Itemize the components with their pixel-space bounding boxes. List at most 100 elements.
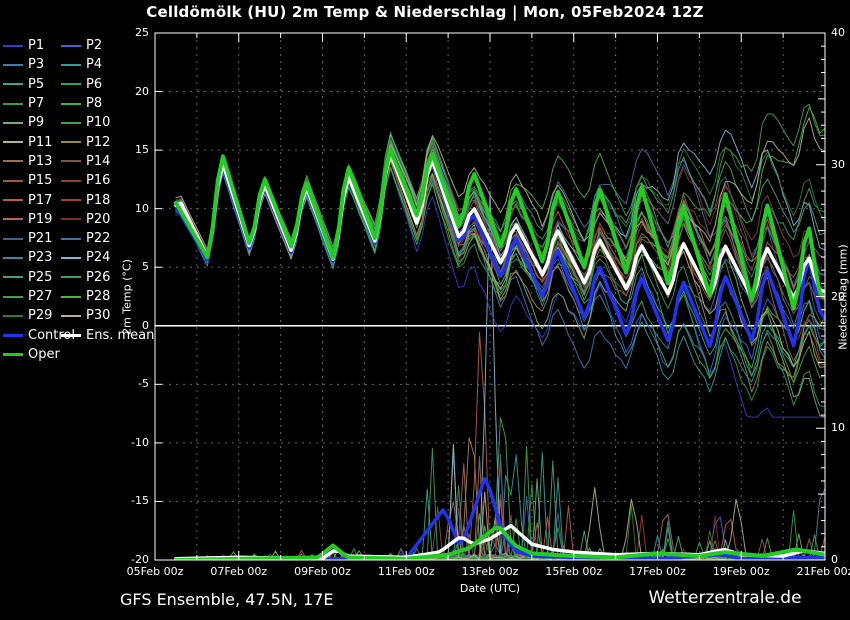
legend-item-p11: P11 xyxy=(3,132,61,151)
legend-item-p18: P18 xyxy=(61,190,153,209)
legend-label: P28 xyxy=(86,289,111,304)
legend-swatch-p11 xyxy=(3,141,23,144)
legend-item-p14: P14 xyxy=(61,152,153,171)
legend-label: Ens. mean xyxy=(86,327,155,343)
legend-label: P17 xyxy=(28,192,53,208)
legend-item-control: Control xyxy=(3,325,75,344)
legend-swatch-p10 xyxy=(61,121,81,124)
legend-swatch-p17 xyxy=(3,199,23,202)
x-tick-label: 05Feb 00z xyxy=(126,565,184,578)
legend-swatch-p22 xyxy=(61,237,81,240)
legend-swatch-p20 xyxy=(61,218,81,221)
legend-swatch-p4 xyxy=(61,63,81,66)
y-left-tick-label: 10 xyxy=(135,201,149,215)
legend-label: P23 xyxy=(28,250,53,266)
x-tick-label: 19Feb 00z xyxy=(712,565,770,578)
y-left-tick-label: 15 xyxy=(135,143,149,157)
legend-label: P24 xyxy=(86,250,111,266)
legend-label: P9 xyxy=(28,115,45,131)
temp-line-P21 xyxy=(175,139,825,332)
temp-line-oper xyxy=(173,148,825,311)
legend-item-p6: P6 xyxy=(61,75,153,94)
legend-item-p13: P13 xyxy=(3,152,61,171)
legend-item-p2: P2 xyxy=(61,36,153,55)
legend-item-p27: P27 xyxy=(3,287,61,306)
legend-label: P20 xyxy=(86,211,111,227)
legend-item-p1: P1 xyxy=(3,36,61,55)
legend-item-ens-mean: Ens. mean xyxy=(61,325,155,344)
y-left-tick-label: 0 xyxy=(142,318,149,332)
legend-label: P25 xyxy=(28,269,53,285)
x-tick-label: 21Feb 00z xyxy=(796,565,850,578)
legend-label: P26 xyxy=(86,269,111,285)
legend-item-p23: P23 xyxy=(3,248,61,267)
legend-label: P8 xyxy=(86,96,103,112)
legend-item-p30: P30 xyxy=(61,306,153,325)
legend-item-p12: P12 xyxy=(61,132,153,151)
legend-item-p19: P19 xyxy=(3,210,61,229)
temp-line-P28 xyxy=(175,106,825,255)
legend-item-oper: Oper xyxy=(3,345,61,364)
legend-swatch-p14 xyxy=(61,160,81,163)
x-axis-title: Date (UTC) xyxy=(459,582,521,595)
legend-swatch-p29 xyxy=(3,314,23,317)
legend-swatch-p24 xyxy=(61,256,81,259)
model-info-text: GFS Ensemble, 47.5N, 17E xyxy=(120,590,334,609)
legend-swatch-p8 xyxy=(61,102,81,105)
legend-item-p15: P15 xyxy=(3,171,61,190)
legend-label: P30 xyxy=(86,308,111,324)
y-left-tick-label: -10 xyxy=(131,435,149,449)
y-left-tick-label: 20 xyxy=(135,84,149,98)
legend: P1 P2 P3 P4 P5 P6 P7 P8 P9 P10 P11 P12 P13 P14 P15 P16 P… xyxy=(3,36,155,364)
legend-swatch-p15 xyxy=(3,179,23,182)
legend-label: P29 xyxy=(28,308,53,324)
legend-item-p21: P21 xyxy=(3,229,61,248)
precip-line-oper xyxy=(173,526,825,560)
legend-swatch-p26 xyxy=(61,276,81,279)
legend-label: P4 xyxy=(86,57,103,73)
legend-label: P22 xyxy=(86,231,111,247)
legend-label: P3 xyxy=(28,57,45,73)
y-right-tick-label: 20 xyxy=(831,289,845,303)
legend-item-p20: P20 xyxy=(61,210,153,229)
legend-swatch-p16 xyxy=(61,179,81,182)
legend-label: P15 xyxy=(28,173,53,189)
legend-label: P1 xyxy=(28,38,45,54)
y-right-tick-label: 0 xyxy=(831,553,838,566)
legend-item-p26: P26 xyxy=(61,268,153,287)
legend-swatch-p7 xyxy=(3,102,23,105)
y-left-tick-label: -20 xyxy=(131,553,149,566)
legend-item-p29: P29 xyxy=(3,306,61,325)
legend-item-p25: P25 xyxy=(3,268,61,287)
legend-label: P21 xyxy=(28,231,53,247)
legend-swatch-p1 xyxy=(3,44,23,47)
y-right-tick-label: 40 xyxy=(831,26,845,39)
y-left-tick-label: -5 xyxy=(138,377,149,391)
y-right-axis-title: Niederschlag (mm) xyxy=(836,243,849,350)
legend-label: P12 xyxy=(86,134,111,150)
legend-label: P6 xyxy=(86,76,103,92)
x-tick-label: 15Feb 00z xyxy=(545,565,603,578)
y-left-tick-label: 25 xyxy=(135,26,149,39)
x-tick-label: 11Feb 00z xyxy=(377,565,435,578)
y-left-axis-title-box: 2m Temp (°C) xyxy=(120,33,134,560)
legend-label: Control xyxy=(28,327,75,343)
legend-item-p8: P8 xyxy=(61,94,153,113)
legend-label: P5 xyxy=(28,76,45,92)
legend-swatch-oper xyxy=(3,352,23,356)
watermark-text: Wetterzentrale.de xyxy=(648,588,802,608)
legend-item-p7: P7 xyxy=(3,94,61,113)
legend-label: Oper xyxy=(28,346,60,362)
y-right-tick-label: 30 xyxy=(831,157,845,171)
legend-item-p17: P17 xyxy=(3,190,61,209)
legend-label: P2 xyxy=(86,38,103,54)
legend-label: P19 xyxy=(28,211,53,227)
y-right-tick-label: 10 xyxy=(831,421,845,435)
legend-item-p5: P5 xyxy=(3,75,61,94)
legend-label: P7 xyxy=(28,96,45,112)
legend-swatch-p5 xyxy=(3,83,23,86)
legend-swatch-p28 xyxy=(61,295,81,298)
legend-item-p9: P9 xyxy=(3,113,61,132)
